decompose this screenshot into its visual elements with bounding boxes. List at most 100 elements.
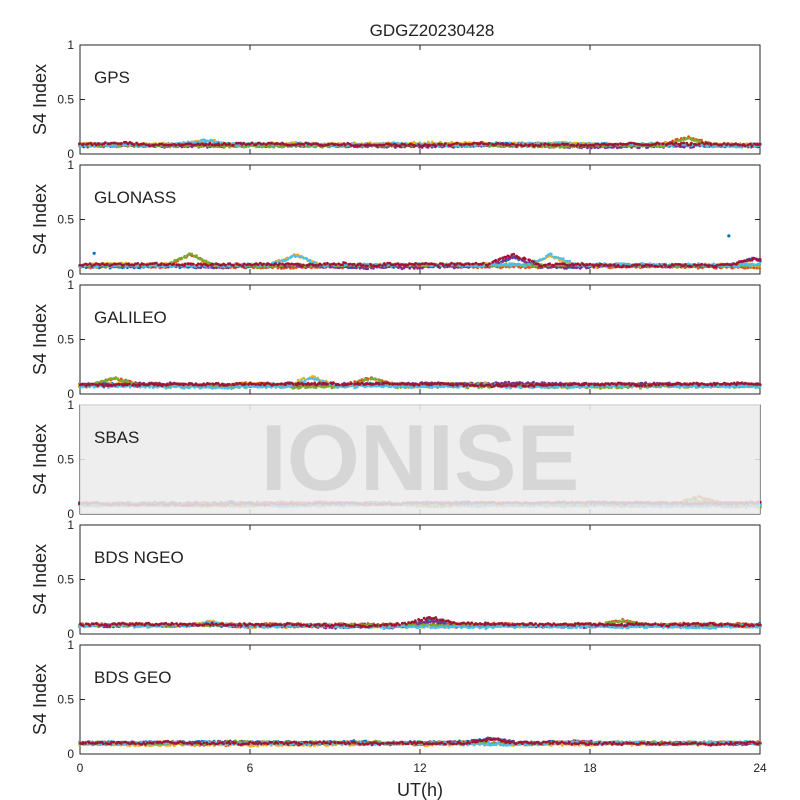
data-point — [217, 143, 221, 147]
data-point — [696, 139, 700, 143]
data-point — [450, 140, 454, 144]
data-point — [206, 139, 210, 143]
data-point — [328, 263, 332, 267]
data-point — [758, 267, 761, 270]
data-point — [620, 262, 623, 265]
data-point — [676, 139, 679, 143]
data-point — [444, 142, 447, 145]
data-point — [144, 143, 148, 147]
data-point — [696, 263, 700, 267]
data-point — [528, 258, 531, 262]
data-point — [709, 143, 713, 147]
data-point — [148, 144, 152, 148]
data-point — [270, 141, 274, 145]
data-point — [287, 262, 291, 266]
data-point — [556, 262, 559, 266]
y-tick-label: 0.5 — [57, 213, 74, 227]
data-point — [522, 259, 526, 263]
data-point — [302, 263, 305, 267]
data-point — [174, 258, 178, 262]
data-point — [320, 263, 323, 267]
data-point — [450, 261, 453, 265]
data-point — [424, 261, 428, 265]
data-point — [612, 263, 616, 267]
data-point — [686, 143, 690, 147]
data-point — [384, 263, 387, 267]
data-point — [756, 258, 760, 262]
data-point — [572, 263, 576, 267]
data-point — [708, 264, 711, 267]
data-point — [348, 262, 352, 266]
data-point — [460, 143, 463, 147]
data-point — [700, 262, 704, 266]
data-point — [172, 262, 176, 266]
data-point — [366, 264, 369, 268]
data-point — [588, 143, 592, 147]
series-group — [77, 135, 763, 150]
data-point — [582, 263, 586, 267]
data-point — [352, 262, 356, 266]
data-point — [299, 255, 303, 259]
data-point — [308, 262, 312, 266]
data-point — [532, 260, 536, 264]
data-point — [224, 263, 227, 267]
data-point — [532, 265, 536, 268]
data-point — [527, 263, 531, 266]
data-point — [428, 143, 431, 147]
data-point — [122, 263, 125, 267]
data-point — [174, 143, 178, 147]
data-point — [622, 264, 625, 267]
data-point — [274, 262, 277, 265]
data-point — [90, 264, 94, 267]
data-point — [561, 257, 565, 261]
chart-title: GDGZ20230428 — [370, 21, 495, 40]
data-point — [720, 143, 723, 147]
data-point — [238, 263, 242, 267]
data-point — [232, 143, 235, 147]
data-point — [614, 142, 617, 146]
data-point — [206, 264, 210, 268]
data-point — [716, 263, 719, 267]
data-point-outlier — [92, 251, 96, 255]
data-point — [524, 264, 527, 268]
panel-label: GPS — [94, 68, 130, 87]
data-point — [120, 142, 123, 145]
data-point — [579, 143, 583, 147]
data-point — [370, 143, 373, 147]
data-point — [344, 261, 347, 265]
data-point — [600, 262, 603, 266]
data-point — [726, 142, 730, 146]
data-point — [288, 143, 291, 147]
data-point — [262, 142, 265, 146]
data-point — [302, 256, 306, 260]
data-point — [250, 263, 254, 267]
data-point — [722, 142, 726, 145]
data-point — [154, 261, 158, 265]
data-point — [698, 142, 701, 146]
data-point — [98, 142, 101, 146]
data-point — [664, 264, 668, 267]
data-point — [292, 266, 295, 270]
data-point — [610, 264, 613, 267]
data-point — [376, 143, 379, 147]
data-point — [352, 144, 355, 148]
data-point — [294, 255, 297, 258]
data-point — [464, 262, 468, 266]
data-point — [472, 141, 476, 145]
data-point — [191, 262, 195, 266]
data-point — [184, 255, 188, 259]
data-point — [378, 263, 382, 267]
data-point — [544, 263, 547, 267]
data-point — [686, 137, 690, 140]
data-point — [178, 263, 181, 267]
data-point — [210, 143, 214, 147]
data-point — [360, 143, 363, 147]
data-point — [618, 265, 621, 269]
data-point — [184, 142, 188, 146]
data-point — [732, 262, 736, 266]
data-point — [81, 263, 85, 267]
data-point — [758, 262, 761, 265]
data-point — [556, 256, 560, 260]
data-point — [78, 142, 81, 146]
